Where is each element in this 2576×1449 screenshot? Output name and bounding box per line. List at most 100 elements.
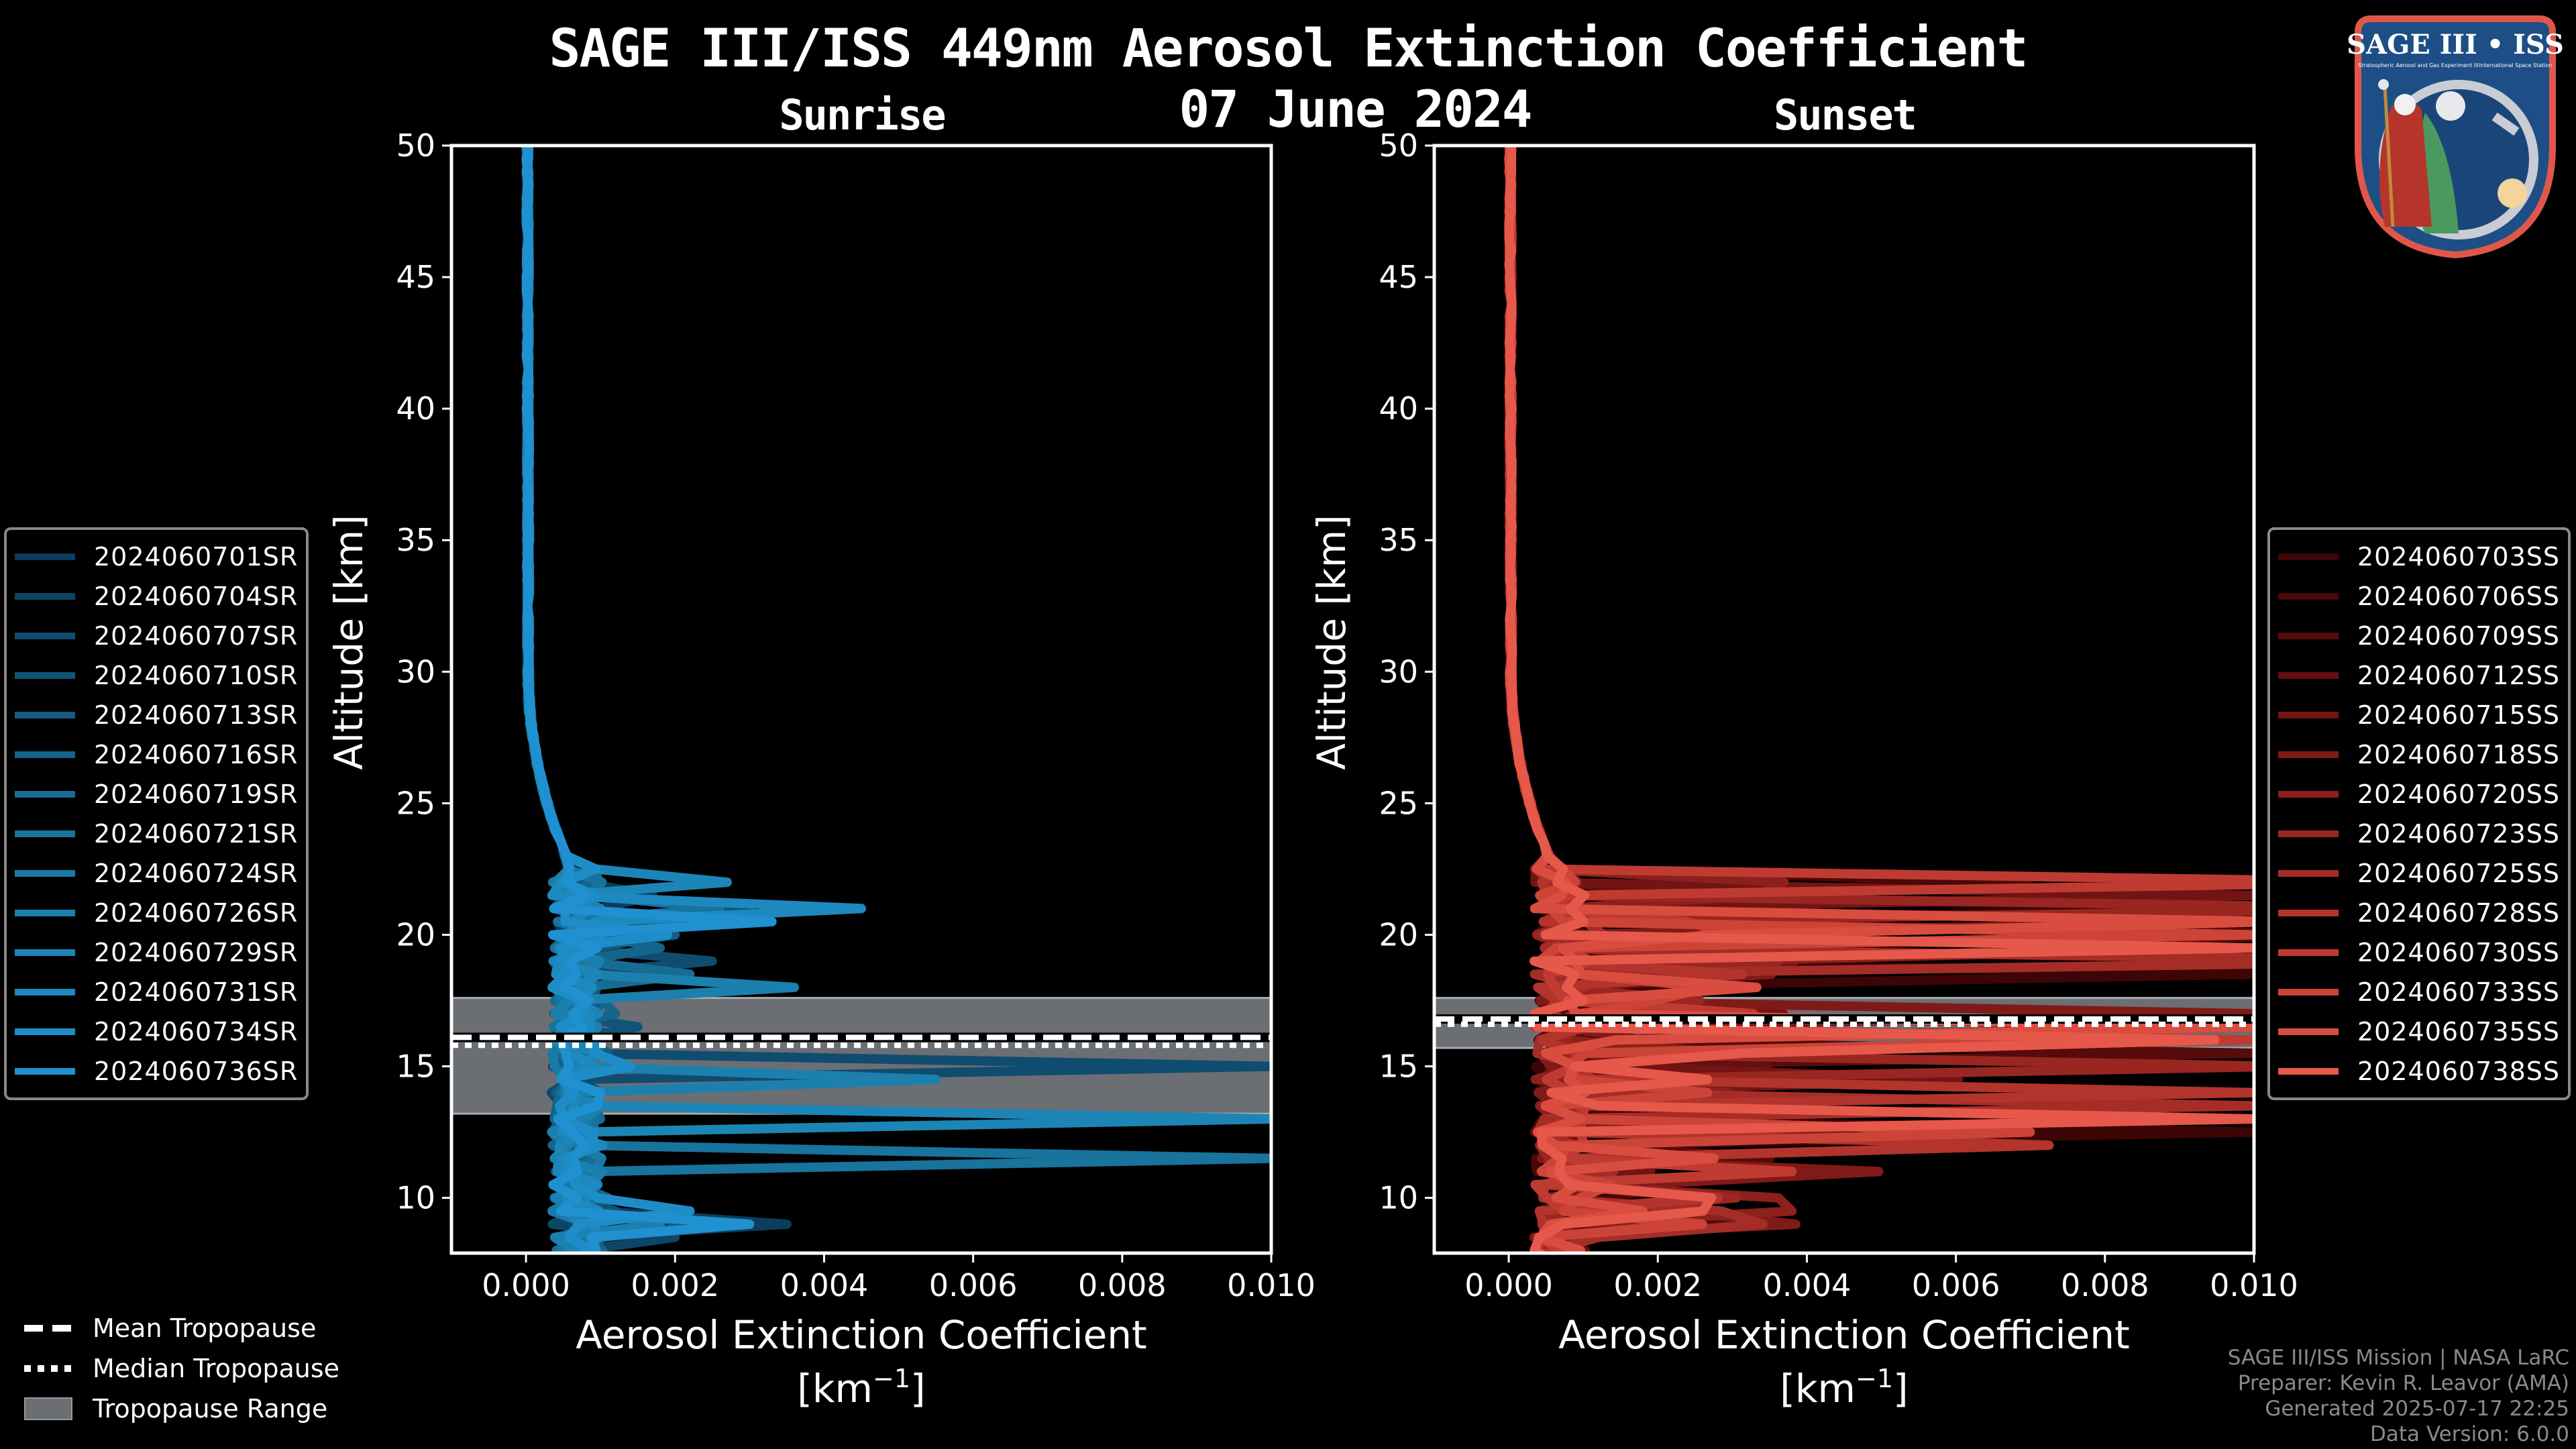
y-tick-label: 25 [396, 785, 435, 821]
x-tick-label: 0.008 [2061, 1267, 2149, 1303]
legend-label: 2024060712SS [2357, 660, 2561, 690]
legend-line-swatch-icon [15, 988, 75, 996]
legend-entry: 2024060721SR [15, 814, 298, 853]
logo-title: SAGE III • ISS [2347, 29, 2564, 60]
y-tick-label: 10 [1379, 1180, 1418, 1216]
legend-entry: 2024060734SR [15, 1012, 298, 1051]
x-axis-label: Aerosol Extinction Coefficient [576, 1312, 1147, 1358]
tropopause-legend: Mean Tropopause Median Tropopause Tropop… [24, 1308, 339, 1429]
y-tick-label: 20 [396, 916, 435, 953]
x-axis-label: Aerosol Extinction Coefficient [1558, 1312, 2130, 1358]
y-tick-label: 40 [1379, 390, 1418, 427]
x-tick-label: 0.002 [1613, 1267, 1702, 1303]
footer-version: Data Version: 6.0.0 [2369, 1422, 2569, 1446]
legend-line-swatch-icon [15, 1067, 75, 1075]
chart-title: SAGE III/ISS 449nm Aerosol Extinction Co… [549, 19, 2028, 79]
legend-line-swatch-icon [2278, 751, 2339, 758]
legend-line-swatch-icon [15, 869, 75, 877]
legend-entry: 2024060738SS [2278, 1051, 2560, 1091]
legend-entry: 2024060701SR [15, 537, 298, 576]
legend-entry: 2024060707SR [15, 616, 298, 655]
legend-label: 2024060729SR [94, 937, 299, 967]
footer-generated: Generated 2025-07-17 22:25 [2265, 1397, 2569, 1421]
legend-entry: 2024060703SS [2278, 537, 2560, 576]
legend-label: 2024060738SS [2357, 1056, 2561, 1086]
legend-label: 2024060733SS [2357, 977, 2561, 1007]
legend-line-swatch-icon [2278, 1028, 2339, 1035]
footer-mission: SAGE III/ISS Mission | NASA LaRC [2227, 1346, 2569, 1370]
y-tick-label: 15 [1379, 1049, 1418, 1085]
dashed-line-icon [24, 1325, 72, 1332]
legend-entry: 2024060709SS [2278, 616, 2560, 655]
x-tick-label: 0.004 [780, 1267, 869, 1303]
legend-label: 2024060716SR [94, 739, 299, 769]
legend-entry: 2024060718SS [2278, 735, 2560, 774]
legend-label: 2024060710SR [94, 660, 299, 690]
dotted-line-icon [24, 1365, 72, 1372]
legend-tropopause-range: Tropopause Range [24, 1389, 339, 1429]
legend-label: 2024060730SS [2357, 937, 2561, 967]
legend-label: 2024060718SS [2357, 739, 2561, 769]
legend-line-swatch-icon [2278, 869, 2339, 877]
legend-entry: 2024060731SR [15, 972, 298, 1012]
legend-label: Median Tropopause [93, 1354, 339, 1383]
series-line-2024060736SR [521, 146, 777, 1253]
legend-entry: 2024060729SR [15, 932, 298, 972]
y-tick-label: 50 [1379, 127, 1418, 164]
legend-label: 2024060720SS [2357, 779, 2561, 809]
y-tick-label: 25 [1379, 785, 1418, 821]
legend-label: 2024060721SR [94, 818, 299, 849]
legend-label: Mean Tropopause [93, 1313, 317, 1343]
legend-entry: 2024060724SR [15, 853, 298, 893]
legend-label: 2024060723SS [2357, 818, 2561, 849]
legend-entry: 2024060726SR [15, 893, 298, 932]
legend-entry: 2024060712SS [2278, 655, 2560, 695]
panel-title-sunset: Sunset [1774, 91, 1917, 140]
legend-label: 2024060728SS [2357, 898, 2561, 928]
legend-line-swatch-icon [2278, 830, 2339, 837]
footer-credits: SAGE III/ISS Mission | NASA LaRC Prepare… [2228, 1345, 2569, 1447]
y-tick-label: 40 [396, 390, 435, 427]
legend-entry: 2024060713SR [15, 695, 298, 735]
legend-line-swatch-icon [15, 751, 75, 758]
chart-date: 07 June 2024 [1179, 79, 1532, 139]
legend-line-swatch-icon [2278, 988, 2339, 996]
y-axis-label: Altitude [km] [1309, 515, 1354, 769]
legend-entry: 2024060728SS [2278, 893, 2560, 932]
sage-iii-iss-mission-logo-icon: SAGE III • ISS Stratospheric Aerosol and… [2347, 15, 2564, 259]
legend-line-swatch-icon [15, 711, 75, 718]
legend-entry: 2024060733SS [2278, 972, 2560, 1012]
legend-label: 2024060724SR [94, 858, 299, 888]
legend-entry: 2024060735SS [2278, 1012, 2560, 1051]
legend-line-swatch-icon [15, 553, 75, 560]
x-tick-label: 0.004 [1763, 1267, 1851, 1303]
legend-entry: 2024060725SS [2278, 853, 2560, 893]
sunset-legend: 2024060703SS 2024060706SS 2024060709SS 2024… [2267, 527, 2571, 1100]
legend-label: 2024060704SR [94, 581, 299, 611]
legend-entry: 2024060730SS [2278, 932, 2560, 972]
logo-subtitle-right: International Space Station [2479, 62, 2553, 68]
y-tick-label: 10 [396, 1180, 435, 1216]
legend-line-swatch-icon [2278, 672, 2339, 679]
legend-label: Tropopause Range [93, 1394, 328, 1424]
series-line-2024060738SS [1504, 146, 2254, 1253]
y-axis-label: Altitude [km] [326, 515, 372, 769]
legend-line-swatch-icon [2278, 949, 2339, 956]
legend-mean-tropopause: Mean Tropopause [24, 1308, 339, 1348]
legend-label: 2024060734SR [94, 1016, 299, 1046]
legend-line-swatch-icon [15, 1028, 75, 1035]
plot-panel-left: 10 15 20 25 30 35 40 45 50 0.000 0.002 0.004 0.006 0.… [326, 127, 1316, 1411]
y-tick-label: 15 [396, 1049, 435, 1085]
series-group [1504, 146, 2254, 1253]
legend-line-swatch-icon [2278, 553, 2339, 560]
y-tick-label: 45 [1379, 259, 1418, 295]
legend-entry: 2024060720SS [2278, 774, 2560, 814]
legend-entry: 2024060704SR [15, 576, 298, 616]
legend-entry: 2024060710SR [15, 655, 298, 695]
legend-entry: 2024060716SR [15, 735, 298, 774]
x-tick-label: 0.002 [631, 1267, 719, 1303]
legend-line-swatch-icon [2278, 909, 2339, 916]
legend-label: 2024060703SS [2357, 541, 2561, 572]
legend-line-swatch-icon [2278, 790, 2339, 798]
